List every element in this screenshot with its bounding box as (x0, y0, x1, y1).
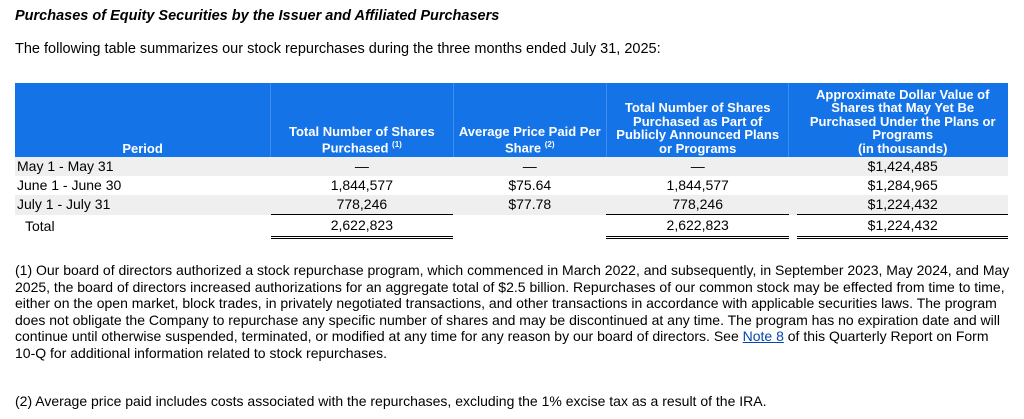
header-public-plans: Total Number of Shares Purchased as Part… (606, 83, 790, 157)
cell-approx-value: $1,424,485 (797, 157, 1008, 176)
table-row: July 1 - July 31 778,246 $77.78 778,246 … (15, 195, 1008, 215)
cell-approx-value: $1,224,432 (797, 214, 1008, 239)
cell-approx-value: $1,224,432 (797, 195, 1008, 215)
cell-public-plans: 1,844,577 (666, 177, 729, 193)
cell-period: July 1 - July 31 (15, 195, 271, 215)
repurchase-table: Period Total Number of Shares Purchased … (15, 83, 1008, 239)
cell-approx-value: $1,284,965 (867, 177, 938, 193)
cell-period: Total (25, 217, 55, 234)
cell-period: June 1 - June 30 (17, 177, 122, 193)
table-row: June 1 - June 30 1,844,577 $75.64 1,844,… (15, 176, 1008, 195)
intro-text: The following table summarizes our stock… (15, 41, 661, 57)
table-row: May 1 - May 31 — — — $1,424,485 (15, 157, 1008, 176)
cell-avg-price: $75.64 (508, 177, 552, 193)
footnote-2: (2) Average price paid includes costs as… (15, 393, 767, 409)
cell-total-shares: 1,844,577 (330, 177, 394, 193)
cell-total-shares: — (270, 157, 454, 176)
header-total-shares: Total Number of Shares Purchased (1) (270, 83, 454, 157)
cell-total-shares: 778,246 (270, 195, 454, 215)
footnote-1: (1) Our board of directors authorized a … (15, 262, 1010, 361)
section-title: Purchases of Equity Securities by the Is… (15, 8, 500, 24)
table-total-row: Total 2,622,823 2,622,823 $1,224,432 (15, 214, 1008, 239)
table-header-row: Period Total Number of Shares Purchased … (15, 83, 1008, 157)
header-avg-price: Average Price Paid Per Share (2) (453, 83, 607, 157)
cell-total-shares: 2,622,823 (270, 214, 454, 239)
cell-avg-price: — (453, 157, 607, 176)
cell-avg-price: $77.78 (453, 195, 607, 215)
note-8-link[interactable]: Note 8 (742, 328, 784, 345)
header-period: Period (15, 83, 272, 157)
cell-public-plans: — (606, 157, 789, 176)
header-approx-value: Approximate Dollar Value of Shares that … (797, 83, 1008, 157)
cell-public-plans: 778,246 (606, 195, 789, 215)
cell-period: May 1 - May 31 (15, 157, 271, 176)
cell-public-plans: 2,622,823 (606, 214, 789, 239)
